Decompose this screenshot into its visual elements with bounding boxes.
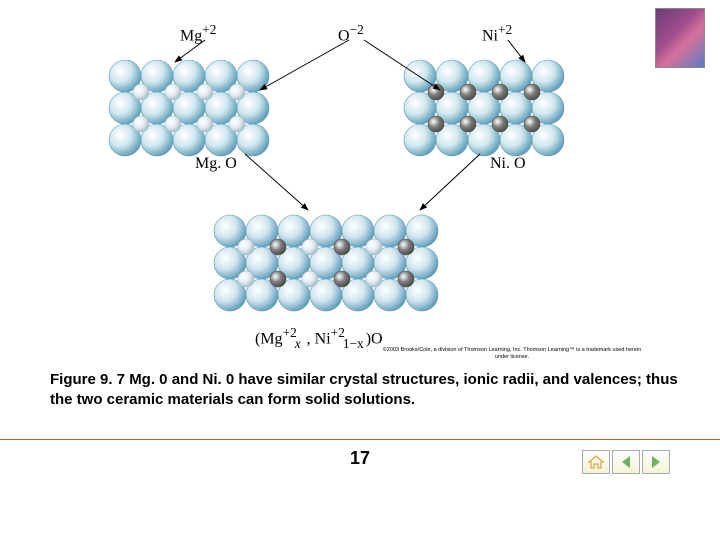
crystal-structure-diagram bbox=[0, 0, 720, 360]
caption-block: Figure 9. 7 Mg. 0 and Ni. 0 have similar… bbox=[0, 360, 720, 411]
prev-icon bbox=[618, 454, 634, 470]
page-number: 17 bbox=[350, 448, 370, 469]
diagram-area: Mg+2 O−2 Ni+2 Mg. O Ni. O (Mg+2x , Ni+21… bbox=[0, 0, 720, 360]
label-ni-ion: Ni+2 bbox=[482, 22, 512, 45]
next-button[interactable] bbox=[642, 450, 670, 474]
footer: 17 bbox=[0, 448, 720, 488]
home-button[interactable] bbox=[582, 450, 610, 474]
divider-line bbox=[0, 439, 720, 440]
book-cover-thumbnail bbox=[655, 8, 705, 68]
copyright-text: ©2003 Brooks/Cole, a division of Thomson… bbox=[362, 347, 662, 360]
prev-button[interactable] bbox=[612, 450, 640, 474]
home-icon bbox=[587, 454, 605, 470]
next-icon bbox=[648, 454, 664, 470]
label-nio: Ni. O bbox=[490, 155, 526, 173]
nav-button-group bbox=[582, 450, 670, 474]
label-mg-ion: Mg+2 bbox=[180, 22, 216, 45]
figure-caption: Figure 9. 7 Mg. 0 and Ni. 0 have similar… bbox=[50, 370, 680, 411]
label-o-ion: O−2 bbox=[338, 22, 364, 45]
label-mgo: Mg. O bbox=[195, 155, 237, 173]
